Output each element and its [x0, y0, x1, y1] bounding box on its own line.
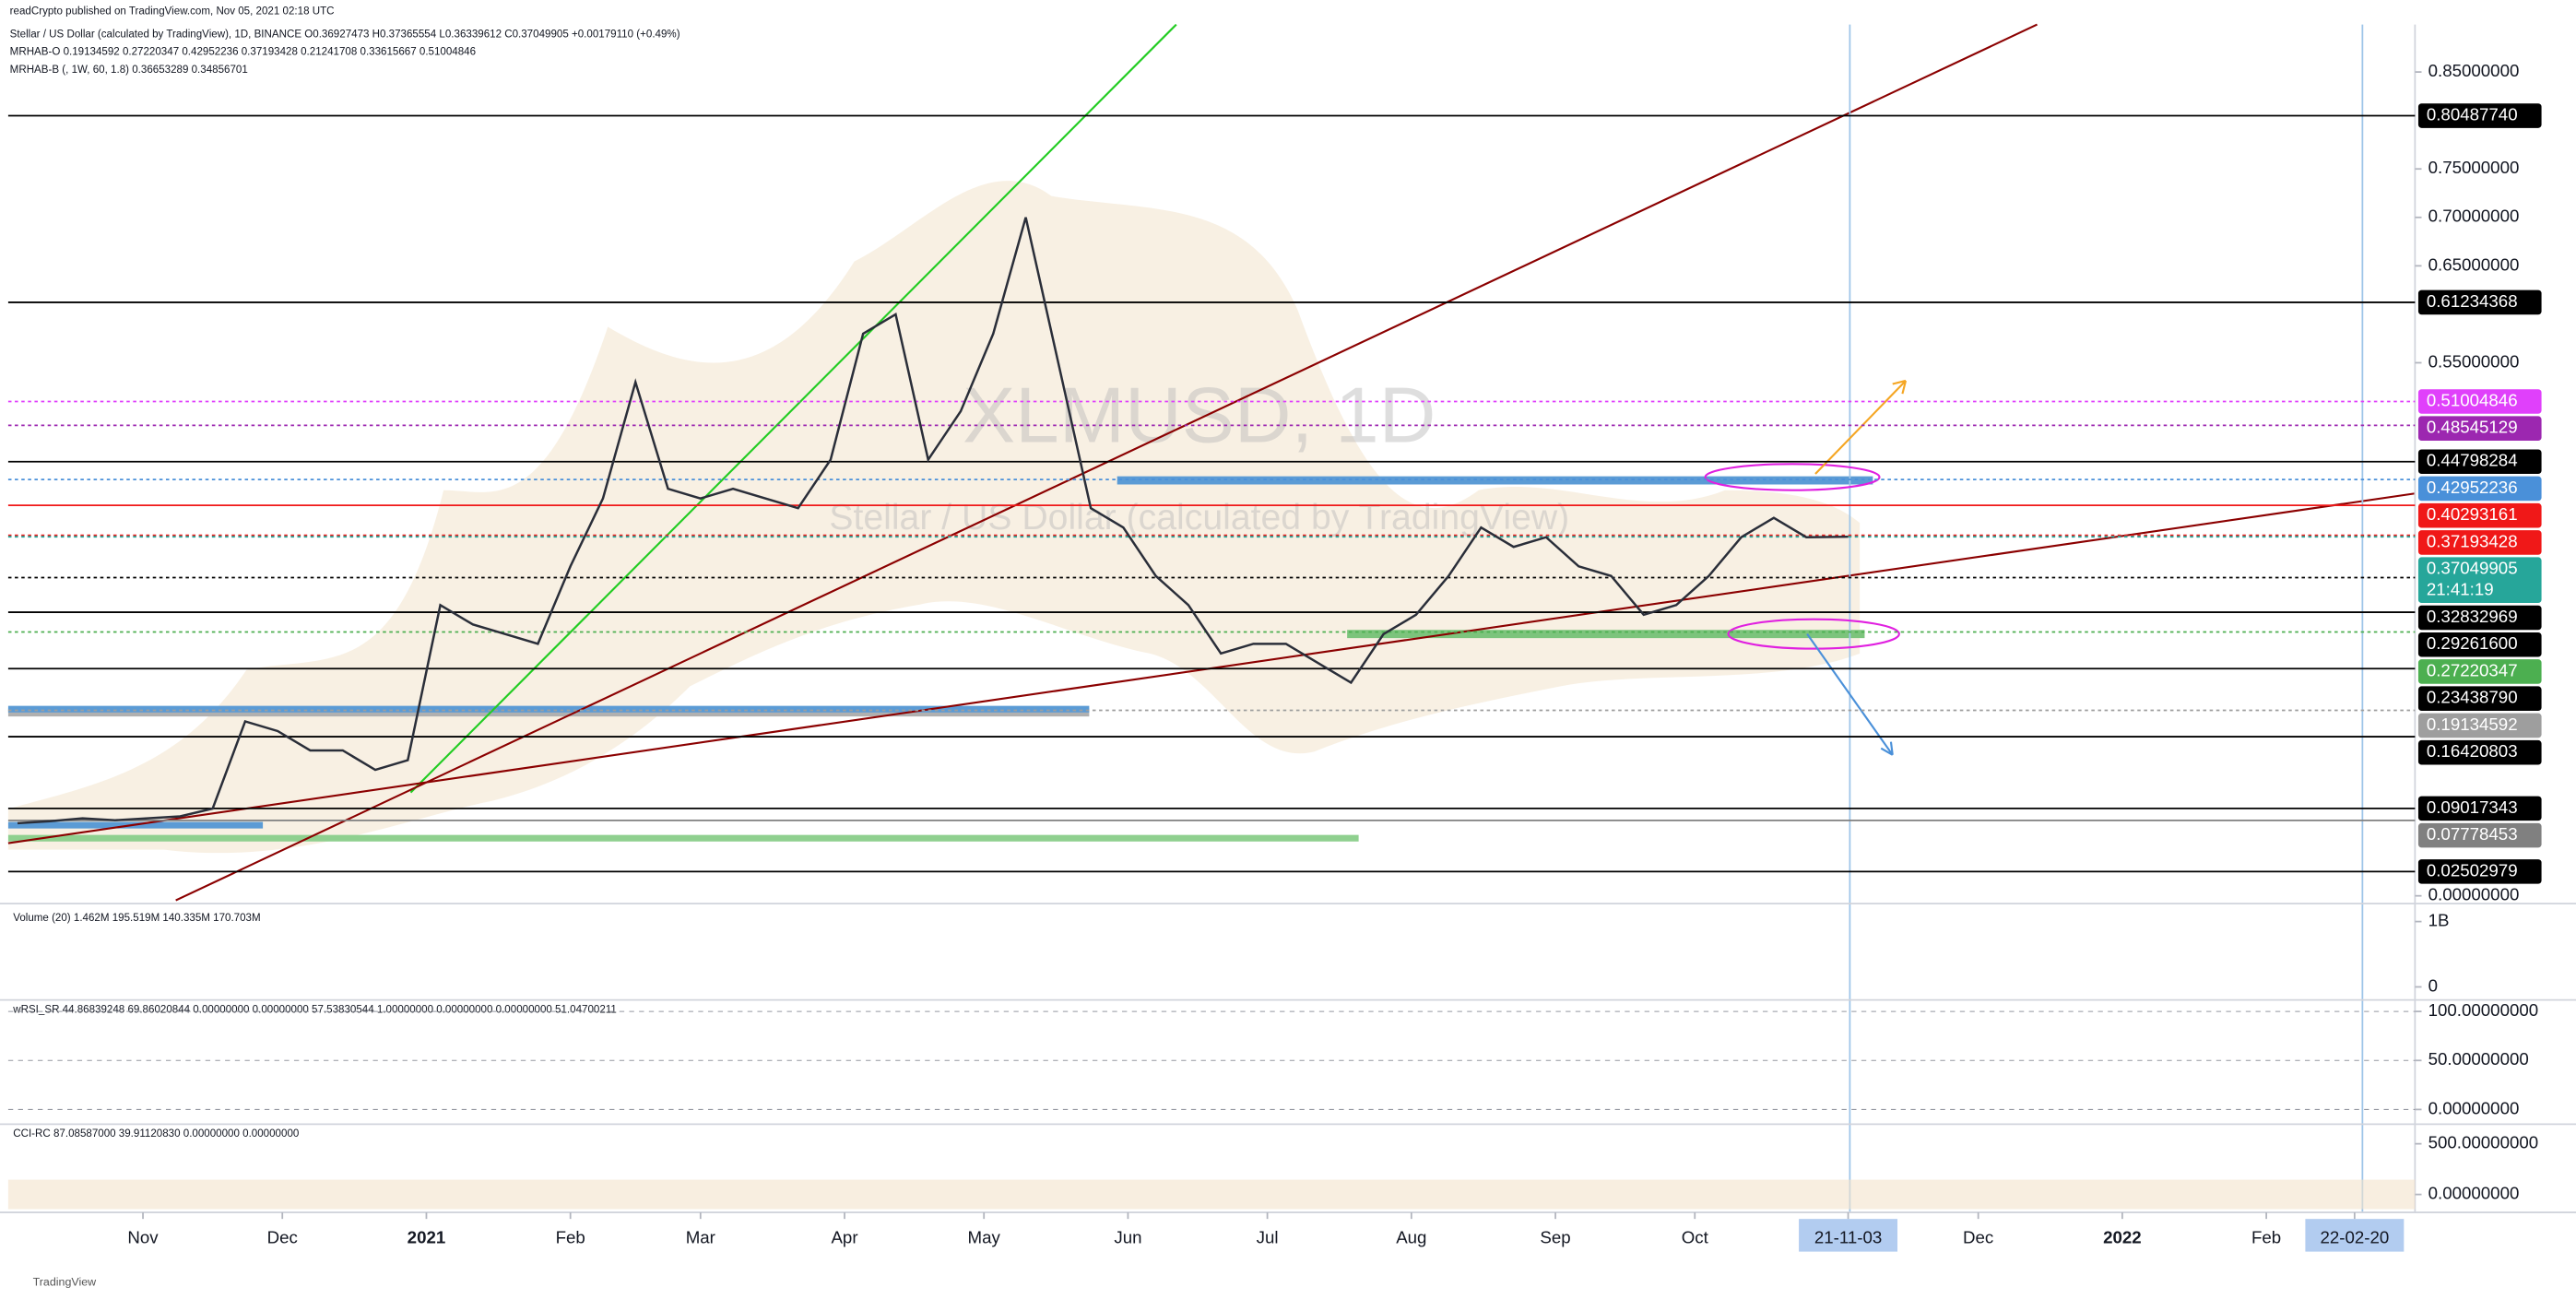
- x-tick-label: 2022: [2103, 1227, 2142, 1246]
- x-highlight-box: [2305, 1219, 2405, 1252]
- x-tick-label: Jun: [1114, 1227, 1141, 1246]
- y-tick-label: 0.00000000: [2428, 885, 2520, 904]
- price-label: 0.37193428: [2427, 531, 2518, 550]
- indicator-line: MRHAB-O 0.19134592 0.27220347 0.42952236…: [10, 47, 476, 58]
- price-label: 0.61234368: [2427, 291, 2518, 311]
- price-label-box: [2417, 659, 2542, 684]
- price-label: 0.37049905: [2427, 559, 2518, 578]
- price-label-box: [2417, 502, 2542, 528]
- y-tick-label: 0.70000000: [2428, 207, 2520, 226]
- price-label: 0.19134592: [2427, 714, 2518, 734]
- price-line: [17, 217, 1849, 825]
- price-label: 0.32832969: [2427, 607, 2518, 626]
- x-tick-label: Sep: [1540, 1227, 1570, 1246]
- y-tick-label: 0.85000000: [2428, 61, 2520, 80]
- price-label: 0.27220347: [2427, 660, 2518, 679]
- pane-label: CCI-RC 87.08587000 39.91120830 0.0000000…: [13, 1128, 299, 1140]
- trend-line: [409, 23, 1177, 794]
- arrow-head: [1892, 379, 1908, 395]
- price-label: 0.16420803: [2427, 741, 2518, 761]
- price-label: 0.09017343: [2427, 797, 2518, 817]
- x-tick-label: May: [968, 1227, 1001, 1246]
- cloud-band: [7, 181, 1861, 854]
- price-label-box: [2417, 739, 2542, 765]
- price-label-box: [2417, 713, 2542, 738]
- price-label-box: [2417, 416, 2542, 442]
- price-label-box: [2417, 557, 2542, 604]
- price-label-box: [2417, 859, 2542, 884]
- price-label: 0.07778453: [2427, 824, 2518, 844]
- pane-tick-label: 1B: [2428, 911, 2450, 930]
- pane-label: Volume (20) 1.462M 195.519M 140.335M 170…: [13, 913, 260, 924]
- pane-tick-label: 0.00000000: [2428, 1184, 2520, 1203]
- x-tick-label: Aug: [1396, 1227, 1426, 1246]
- watermark-description: Stellar / US Dollar (calculated by Tradi…: [829, 498, 1569, 537]
- arrow: [1806, 633, 1894, 756]
- price-label: 0.51004846: [2427, 390, 2518, 409]
- price-label: 0.80487740: [2427, 104, 2518, 124]
- x-tick-label: Oct: [1682, 1227, 1709, 1246]
- pane-tick-label: 50.00000000: [2428, 1049, 2529, 1069]
- y-tick-label: 0.75000000: [2428, 158, 2520, 177]
- price-label-box: [2417, 530, 2542, 555]
- arrow: [1814, 380, 1907, 475]
- x-tick-label: 22-02-20: [2320, 1227, 2389, 1246]
- price-label-box: [2417, 632, 2542, 657]
- watermark-symbol: XLMUSD, 1D: [963, 372, 1436, 460]
- price-label: 0.48545129: [2427, 418, 2518, 437]
- x-tick-label: Jul: [1257, 1227, 1279, 1246]
- pane-tick-label: 100.00000000: [2428, 1000, 2539, 1020]
- footer-brand: TradingView: [33, 1276, 97, 1289]
- price-label-box: [2417, 796, 2542, 821]
- x-tick-label: Apr: [831, 1227, 857, 1246]
- pane-tick-label: 0.00000000: [2428, 1098, 2520, 1117]
- price-label: 0.02502979: [2427, 860, 2518, 880]
- pane-tick-label: 0: [2428, 975, 2438, 995]
- price-label-box: [2417, 822, 2542, 848]
- x-tick-label: 2021: [408, 1227, 446, 1246]
- price-label: 0.23438790: [2427, 688, 2518, 707]
- price-label-box: [2417, 476, 2542, 502]
- indicator-line: MRHAB-B (, 1W, 60, 1.8) 0.36653289 0.348…: [10, 65, 248, 76]
- arrow-head: [1880, 741, 1894, 756]
- price-label-box: [2417, 605, 2542, 631]
- x-tick-label: Feb: [2251, 1227, 2281, 1246]
- x-tick-label: Mar: [686, 1227, 715, 1246]
- cci-band: [7, 1179, 2416, 1210]
- price-label: 0.29261600: [2427, 633, 2518, 653]
- pane-tick-label: 500.00000000: [2428, 1133, 2539, 1152]
- price-label-box: [2417, 389, 2542, 414]
- publisher-line: readCrypto published on TradingView.com,…: [10, 6, 335, 17]
- price-label: 0.44798284: [2427, 451, 2518, 470]
- pane-label: wRSI_SR 44.86839248 69.86020844 0.000000…: [12, 1004, 617, 1015]
- countdown-label: 21:41:19: [2427, 580, 2494, 599]
- price-label-box: [2417, 289, 2542, 315]
- ellipse: [1727, 618, 1900, 650]
- x-tick-label: Dec: [267, 1227, 298, 1246]
- ellipse: [1704, 463, 1881, 491]
- price-label-box: [2417, 449, 2542, 475]
- price-label-box: [2417, 686, 2542, 712]
- symbol-line: Stellar / US Dollar (calculated by Tradi…: [10, 29, 680, 40]
- price-label: 0.42952236: [2427, 478, 2518, 497]
- y-tick-label: 0.65000000: [2428, 254, 2520, 274]
- x-tick-label: Dec: [1963, 1227, 1993, 1246]
- price-label: 0.40293161: [2427, 504, 2518, 524]
- x-tick-label: 21-11-03: [1814, 1227, 1882, 1246]
- price-label-box: [2417, 103, 2542, 128]
- x-tick-label: Nov: [127, 1227, 159, 1246]
- x-highlight-box: [1799, 1219, 1898, 1252]
- x-tick-label: Feb: [556, 1227, 585, 1246]
- y-tick-label: 0.55000000: [2428, 351, 2520, 371]
